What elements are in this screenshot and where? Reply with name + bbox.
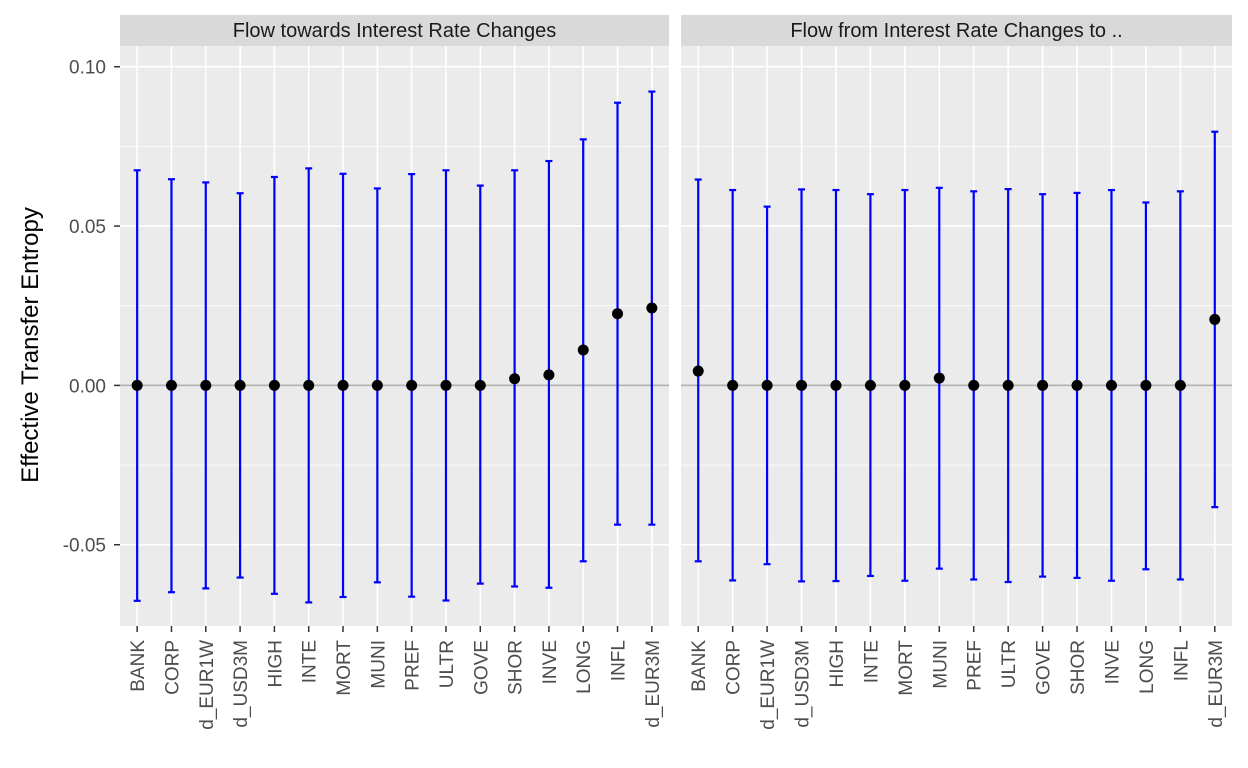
point-CORP — [165, 379, 177, 391]
point-INVE — [1105, 379, 1117, 391]
x-tick-label: BANK — [128, 640, 149, 692]
x-tick-label: PREF — [965, 640, 986, 691]
point-LONG — [1140, 379, 1152, 391]
point-HIGH — [830, 379, 842, 391]
x-tick-label: PREF — [403, 640, 424, 691]
x-tick-label: INTE — [300, 640, 321, 683]
x-tick-label: BANK — [689, 640, 710, 692]
x-tick-label: INFL — [609, 640, 630, 681]
point-INVE — [543, 369, 555, 381]
point-BANK — [692, 365, 704, 377]
x-tick-label: d_EUR3M — [1206, 640, 1227, 728]
x-tick-label: MUNI — [930, 640, 951, 689]
y-tick-label: -0.05 — [63, 536, 106, 557]
x-tick-label: d_EUR1W — [197, 640, 218, 730]
x-tick-label: SHOR — [506, 640, 527, 695]
point-INTE — [864, 379, 876, 391]
x-tick-label: LONG — [574, 640, 595, 694]
point-d_USD3M — [234, 379, 246, 391]
point-PREF — [968, 379, 980, 391]
panel-background — [681, 46, 1232, 626]
x-tick-label: MORT — [334, 640, 355, 696]
y-tick-label: 0.00 — [69, 376, 106, 397]
point-ULTR — [1002, 379, 1014, 391]
point-INFL — [1174, 379, 1186, 391]
x-tick-label: ULTR — [999, 640, 1020, 688]
x-tick-label: MUNI — [368, 640, 389, 689]
point-PREF — [406, 379, 418, 391]
point-MUNI — [933, 372, 945, 384]
x-tick-label: HIGH — [265, 640, 286, 688]
point-MUNI — [371, 379, 383, 391]
x-tick-label: INFL — [1171, 640, 1192, 681]
facet-strip — [681, 15, 1232, 46]
point-d_EUR1W — [200, 379, 212, 391]
point-MORT — [899, 379, 911, 391]
panel-background — [120, 46, 669, 626]
x-tick-label: CORP — [162, 640, 183, 695]
facet-title: Flow towards Interest Rate Changes — [233, 20, 557, 42]
point-SHOR — [509, 373, 521, 385]
x-tick-label: CORP — [724, 640, 745, 695]
point-GOVE — [1037, 379, 1049, 391]
point-ULTR — [440, 379, 452, 391]
point-INTE — [303, 379, 315, 391]
x-tick-label: HIGH — [827, 640, 848, 688]
x-tick-label: ULTR — [437, 640, 458, 688]
x-tick-label: LONG — [1137, 640, 1158, 694]
x-tick-label: MORT — [896, 640, 917, 696]
y-tick-label: 0.10 — [69, 58, 106, 79]
x-tick-label: d_USD3M — [231, 640, 252, 728]
x-tick-label: INVE — [1102, 640, 1123, 684]
x-tick-label: INTE — [861, 640, 882, 683]
point-SHOR — [1071, 379, 1083, 391]
x-tick-label: GOVE — [1034, 640, 1055, 695]
point-HIGH — [268, 379, 280, 391]
point-d_EUR1W — [761, 379, 773, 391]
x-tick-label: d_EUR3M — [643, 640, 664, 728]
point-LONG — [577, 344, 589, 356]
panel-flow-from: Flow from Interest Rate Changes to .. BAN… — [681, 15, 1232, 730]
point-CORP — [727, 379, 739, 391]
y-axis-title: Effective Transfer Entropy — [17, 207, 44, 483]
x-tick-label: INVE — [540, 640, 561, 684]
point-INFL — [612, 308, 624, 320]
point-d_EUR3M — [1209, 313, 1221, 325]
facet-title: Flow from Interest Rate Changes to .. — [790, 20, 1122, 42]
x-tick-label: GOVE — [471, 640, 492, 695]
x-tick-label: SHOR — [1068, 640, 1089, 695]
point-d_EUR3M — [646, 302, 658, 314]
point-d_USD3M — [796, 379, 808, 391]
y-tick-label: 0.05 — [69, 217, 106, 238]
facet-strip — [120, 15, 669, 46]
x-tick-label: d_USD3M — [793, 640, 814, 728]
point-MORT — [337, 379, 349, 391]
panel-flow-towards: Flow towards Interest Rate Changes BANK CO… — [120, 15, 669, 730]
point-BANK — [131, 379, 143, 391]
y-axis: -0.05 0.00 0.05 0.10 — [63, 58, 120, 557]
x-tick-label: d_EUR1W — [758, 640, 779, 730]
point-GOVE — [474, 379, 486, 391]
